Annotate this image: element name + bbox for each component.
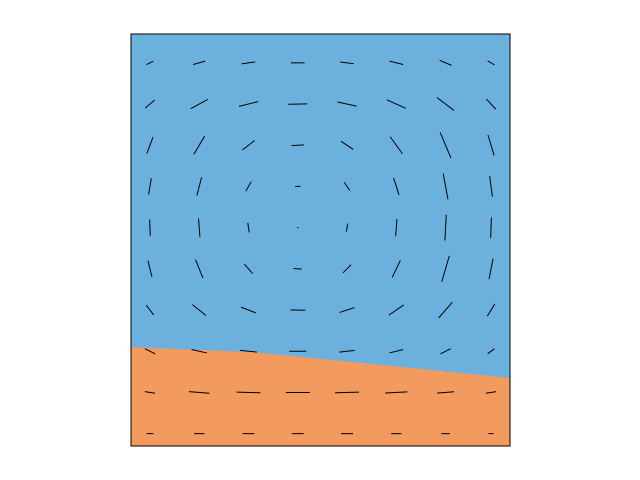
velocity-vector <box>146 136 154 154</box>
velocity-vector <box>294 185 301 188</box>
velocity-vector <box>391 260 401 278</box>
velocity-vector <box>196 177 203 196</box>
velocity-vector <box>487 134 495 156</box>
velocity-vector <box>335 391 359 394</box>
velocity-vector <box>340 61 354 65</box>
velocity-vector <box>296 226 299 229</box>
velocity-vector <box>389 136 403 155</box>
velocity-vector <box>389 60 404 66</box>
velocity-vector <box>247 222 250 233</box>
velocity-vector <box>385 391 408 394</box>
velocity-vector <box>340 140 354 150</box>
velocity-vector <box>437 391 455 394</box>
velocity-vector <box>245 181 252 192</box>
velocity-vector <box>193 135 206 155</box>
velocity-vector <box>444 214 447 241</box>
velocity-vector <box>241 61 256 65</box>
velocity-vector <box>236 391 261 394</box>
velocity-vector <box>198 218 201 237</box>
velocity-vector <box>144 99 156 109</box>
velocity-vector <box>490 217 492 238</box>
velocity-vector <box>190 99 208 110</box>
velocity-vector <box>486 303 496 317</box>
velocity-vector <box>388 304 405 316</box>
velocity-vector <box>395 219 398 237</box>
velocity-vector <box>191 349 207 354</box>
velocity-vector <box>144 348 156 355</box>
velocity-vector <box>389 349 404 354</box>
velocity-vector <box>436 97 455 111</box>
velocity-vector <box>489 176 493 197</box>
velocity-vector <box>487 348 495 355</box>
velocity-vector <box>441 255 450 282</box>
velocity-vector <box>440 348 451 355</box>
velocity-vector <box>339 349 355 353</box>
velocity-vector <box>337 101 357 107</box>
axes-frame <box>130 33 511 447</box>
velocity-vector <box>485 98 497 110</box>
velocity-vector <box>242 140 255 151</box>
velocity-vector <box>239 349 258 353</box>
velocity-vector <box>386 99 407 109</box>
lower-phase <box>131 347 510 446</box>
velocity-vector <box>146 60 154 65</box>
velocity-vector <box>291 144 304 147</box>
velocity-vector <box>339 307 355 313</box>
velocity-vector <box>238 101 259 107</box>
velocity-vector <box>192 304 207 316</box>
velocity-vector <box>438 301 453 319</box>
velocity-vector <box>145 304 155 316</box>
velocity-vector <box>244 263 253 274</box>
velocity-vector <box>485 391 497 394</box>
velocity-vector <box>293 268 302 270</box>
velocity-vector <box>442 173 449 200</box>
velocity-vector <box>487 60 495 66</box>
velocity-vector <box>439 59 452 66</box>
velocity-vector <box>144 391 156 394</box>
velocity-vector <box>147 260 153 278</box>
velocity-vector <box>345 223 349 232</box>
velocity-vector <box>488 258 494 280</box>
velocity-vector <box>195 259 204 279</box>
velocity-vector <box>148 178 152 195</box>
velocity-vector <box>393 177 400 196</box>
velocity-vector <box>342 264 352 274</box>
velocity-vector <box>193 60 206 66</box>
velocity-vector <box>188 391 210 394</box>
velocity-vector <box>343 182 351 191</box>
velocity-vector <box>240 306 257 314</box>
velocity-vector <box>439 132 452 159</box>
velocity-vector <box>149 219 151 236</box>
